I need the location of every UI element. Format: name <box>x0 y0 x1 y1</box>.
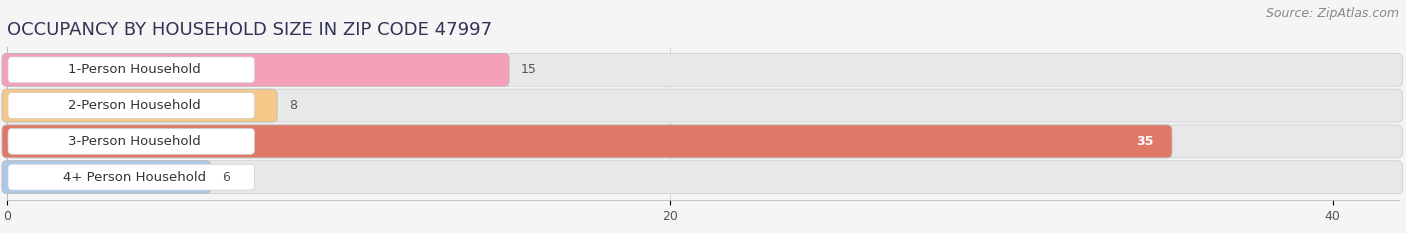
FancyBboxPatch shape <box>1 53 509 86</box>
FancyBboxPatch shape <box>8 93 254 119</box>
Text: 35: 35 <box>1136 135 1154 148</box>
FancyBboxPatch shape <box>1 161 211 194</box>
Text: 1-Person Household: 1-Person Household <box>69 63 201 76</box>
FancyBboxPatch shape <box>1 89 1403 122</box>
Text: 15: 15 <box>520 63 537 76</box>
FancyBboxPatch shape <box>8 128 254 154</box>
Text: OCCUPANCY BY HOUSEHOLD SIZE IN ZIP CODE 47997: OCCUPANCY BY HOUSEHOLD SIZE IN ZIP CODE … <box>7 21 492 39</box>
Text: 6: 6 <box>222 171 231 184</box>
Text: 2-Person Household: 2-Person Household <box>69 99 201 112</box>
FancyBboxPatch shape <box>8 164 254 190</box>
FancyBboxPatch shape <box>8 57 254 83</box>
FancyBboxPatch shape <box>1 125 1403 158</box>
FancyBboxPatch shape <box>1 53 1403 86</box>
Text: Source: ZipAtlas.com: Source: ZipAtlas.com <box>1265 7 1399 20</box>
FancyBboxPatch shape <box>1 161 1403 194</box>
FancyBboxPatch shape <box>1 125 1173 158</box>
Text: 3-Person Household: 3-Person Household <box>69 135 201 148</box>
Text: 4+ Person Household: 4+ Person Household <box>63 171 207 184</box>
Text: 8: 8 <box>288 99 297 112</box>
FancyBboxPatch shape <box>1 89 277 122</box>
